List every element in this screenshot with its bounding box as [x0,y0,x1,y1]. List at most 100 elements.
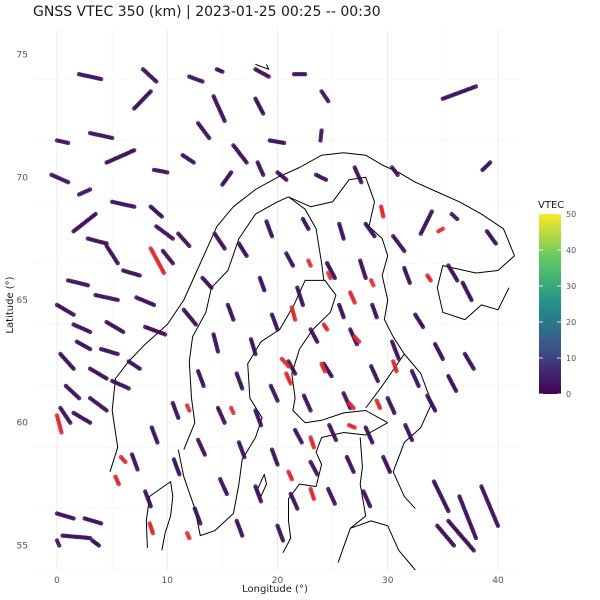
track-point [375,378,380,384]
y-tick-label: 65 [17,296,28,306]
track-point [407,280,412,285]
track-point [471,366,476,371]
track-point [275,398,280,403]
track-point [159,214,164,219]
x-tick-label: 20 [272,576,284,586]
track-point [324,327,330,332]
track-point [187,408,192,413]
track-point [387,469,393,474]
track-point [222,246,227,251]
track-point [71,516,76,521]
track-point [87,346,93,352]
x-axis-label: Longitude (°) [242,584,308,595]
track-point [231,317,236,322]
track-point [370,440,375,445]
track-point [284,177,289,182]
track-point [220,69,225,74]
track-point [207,135,212,141]
track-point [289,477,294,482]
track-point [266,74,271,79]
track-point [495,523,501,528]
track-point [432,408,438,413]
track-point [244,160,249,165]
vtec-colorbar-legend: VTEC 0 10 20 30 40 50 [538,200,576,399]
track-point [329,373,334,379]
track-point [440,356,445,362]
colorbar-ticks: 0 10 20 30 40 50 [539,210,576,399]
track-point [371,283,376,288]
track-point [170,261,175,266]
track-point [71,366,76,371]
track-point [155,440,160,445]
track-point [446,508,451,514]
track-point [315,472,320,477]
track-point [115,351,120,357]
track-point [469,297,474,303]
track-point [292,371,298,376]
track-point [292,317,298,322]
track-point [269,234,275,239]
track-point [148,504,153,509]
track-point [363,275,368,281]
track-point [311,496,317,501]
track-point [261,111,266,116]
x-tick-label: 40 [492,576,504,586]
track-point [87,420,93,425]
track-point [318,138,323,143]
track-point [275,462,280,467]
track-point [402,248,407,254]
track-point [471,548,476,553]
coastline-path [365,201,405,409]
track-point [170,236,175,241]
track-point [240,533,245,538]
track-point [351,469,356,474]
track-point [299,440,304,445]
track-point [201,383,206,389]
track-point [356,339,362,344]
track-point [65,180,71,185]
track-point [315,339,320,344]
track-point [473,535,479,541]
track-point [161,270,167,276]
track-point [165,170,170,175]
track-point [177,472,182,477]
track-point [328,275,333,281]
track-point [71,312,76,317]
track-point [132,106,137,111]
track-point [392,410,397,416]
track-point [351,405,356,411]
track-point [215,349,221,354]
coastline-path [109,152,400,472]
legend-title: VTEC [538,200,564,211]
track-point [394,369,399,374]
track-point [359,180,364,185]
track-point [176,415,181,420]
track-point [451,543,457,548]
track-point [151,302,157,308]
colorbar-tick-label: 0 [566,390,571,399]
track-point [104,160,109,165]
track-point [115,261,120,266]
track-point [308,263,313,268]
plot-panel [35,30,520,571]
track-point [85,283,91,288]
track-point [258,499,264,504]
track-point [290,263,296,268]
satellite-tracks [49,67,501,553]
track-point [132,204,137,209]
track-point [187,243,192,249]
chart-title: GNSS VTEC 350 (km) | 2023-01-25 00:25 --… [33,4,381,20]
track-point [488,160,493,165]
track-point [187,535,192,541]
track-point [76,192,82,197]
track-point [222,420,227,425]
x-tick-label: 10 [162,576,174,586]
y-axis-label: Latitude (°) [5,276,16,333]
track-point [302,72,308,77]
track-point [281,140,287,146]
track-point [110,135,115,141]
track-point [440,226,445,231]
track-point [396,356,401,362]
y-axis-ticks: 55 60 65 70 75 [17,51,29,552]
